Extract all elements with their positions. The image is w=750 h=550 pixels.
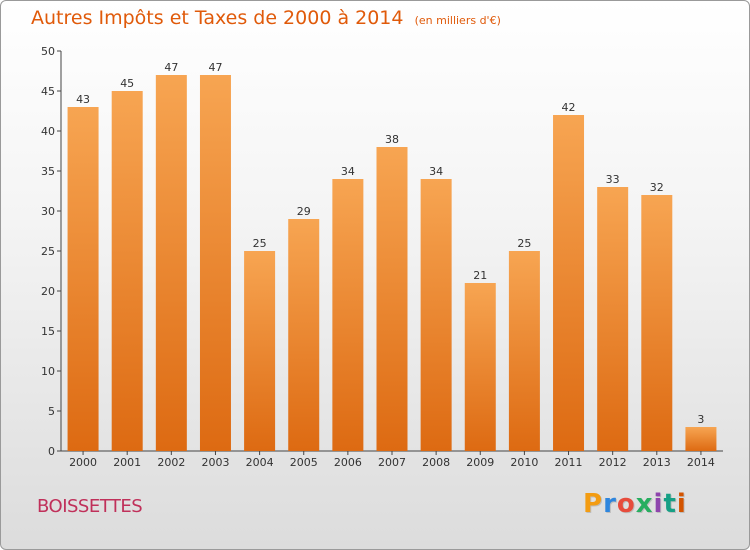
proxiti-logo: Proxiti <box>583 489 687 519</box>
x-tick-label-2006: 2006 <box>334 456 362 469</box>
data-label-2002: 47 <box>164 61 178 74</box>
data-label-2000: 43 <box>76 93 90 106</box>
x-tick-label-2003: 2003 <box>201 456 229 469</box>
data-label-2003: 47 <box>208 61 222 74</box>
bar-2013 <box>641 195 673 451</box>
y-tick-label: 5 <box>48 405 55 418</box>
x-tick-label-2001: 2001 <box>113 456 141 469</box>
y-tick-label: 0 <box>48 445 55 458</box>
chart-header: Autres Impôts et Taxes de 2000 à 2014 (e… <box>31 7 501 29</box>
x-axis: 2000 2001 2002 2003 2004 2005 2006 2007 2008 2009… <box>69 451 715 469</box>
bar-2000 <box>67 107 99 451</box>
bar-2002 <box>155 75 187 451</box>
x-tick-label-2011: 2011 <box>555 456 583 469</box>
y-tick-label: 25 <box>41 245 55 258</box>
bar-2014 <box>685 427 717 451</box>
x-tick-label-2000: 2000 <box>69 456 97 469</box>
data-label-2013: 32 <box>650 181 664 194</box>
x-tick-label-2009: 2009 <box>466 456 494 469</box>
y-tick-label: 20 <box>41 285 55 298</box>
bar-2011 <box>553 115 585 451</box>
commune-name: BOISSETTES <box>37 496 143 517</box>
y-tick-label: 35 <box>41 165 55 178</box>
bar-2006 <box>332 179 364 451</box>
bar-2007 <box>376 147 408 451</box>
data-label-2010: 25 <box>517 237 531 250</box>
x-tick-label-2010: 2010 <box>510 456 538 469</box>
data-label-2005: 29 <box>297 205 311 218</box>
chart-title: Autres Impôts et Taxes de 2000 à 2014 <box>31 7 404 29</box>
data-label-2007: 38 <box>385 133 399 146</box>
y-tick-label: 30 <box>41 205 55 218</box>
y-tick-label: 50 <box>41 45 55 58</box>
data-label-2009: 21 <box>473 269 487 282</box>
data-label-2012: 33 <box>606 173 620 186</box>
x-tick-label-2008: 2008 <box>422 456 450 469</box>
data-label-2006: 34 <box>341 165 355 178</box>
data-label-2004: 25 <box>253 237 267 250</box>
x-tick-label-2013: 2013 <box>643 456 671 469</box>
bar-2009 <box>464 283 496 451</box>
data-label-2011: 42 <box>562 101 576 114</box>
data-labels: 43 45 47 47 25 29 34 38 34 21 25 42 33 32 3 <box>76 61 704 426</box>
bar-2004 <box>244 251 276 451</box>
x-tick-label-2002: 2002 <box>157 456 185 469</box>
x-tick-label-2005: 2005 <box>290 456 318 469</box>
x-tick-label-2012: 2012 <box>599 456 627 469</box>
bar-2003 <box>199 75 231 451</box>
x-tick-label-2007: 2007 <box>378 456 406 469</box>
data-label-2001: 45 <box>120 77 134 90</box>
bar-2005 <box>288 219 320 451</box>
x-tick-label-2004: 2004 <box>246 456 274 469</box>
y-tick-label: 40 <box>41 125 55 138</box>
y-tick-label: 45 <box>41 85 55 98</box>
data-label-2008: 34 <box>429 165 443 178</box>
bar-2010 <box>508 251 540 451</box>
bar-2012 <box>597 187 629 451</box>
bars <box>67 75 717 451</box>
y-tick-label: 10 <box>41 365 55 378</box>
bar-2008 <box>420 179 452 451</box>
data-label-2014: 3 <box>697 413 704 426</box>
chart-unit: (en milliers d'€) <box>414 14 501 27</box>
bar-2001 <box>111 91 143 451</box>
x-tick-label-2014: 2014 <box>687 456 715 469</box>
y-tick-label: 15 <box>41 325 55 338</box>
